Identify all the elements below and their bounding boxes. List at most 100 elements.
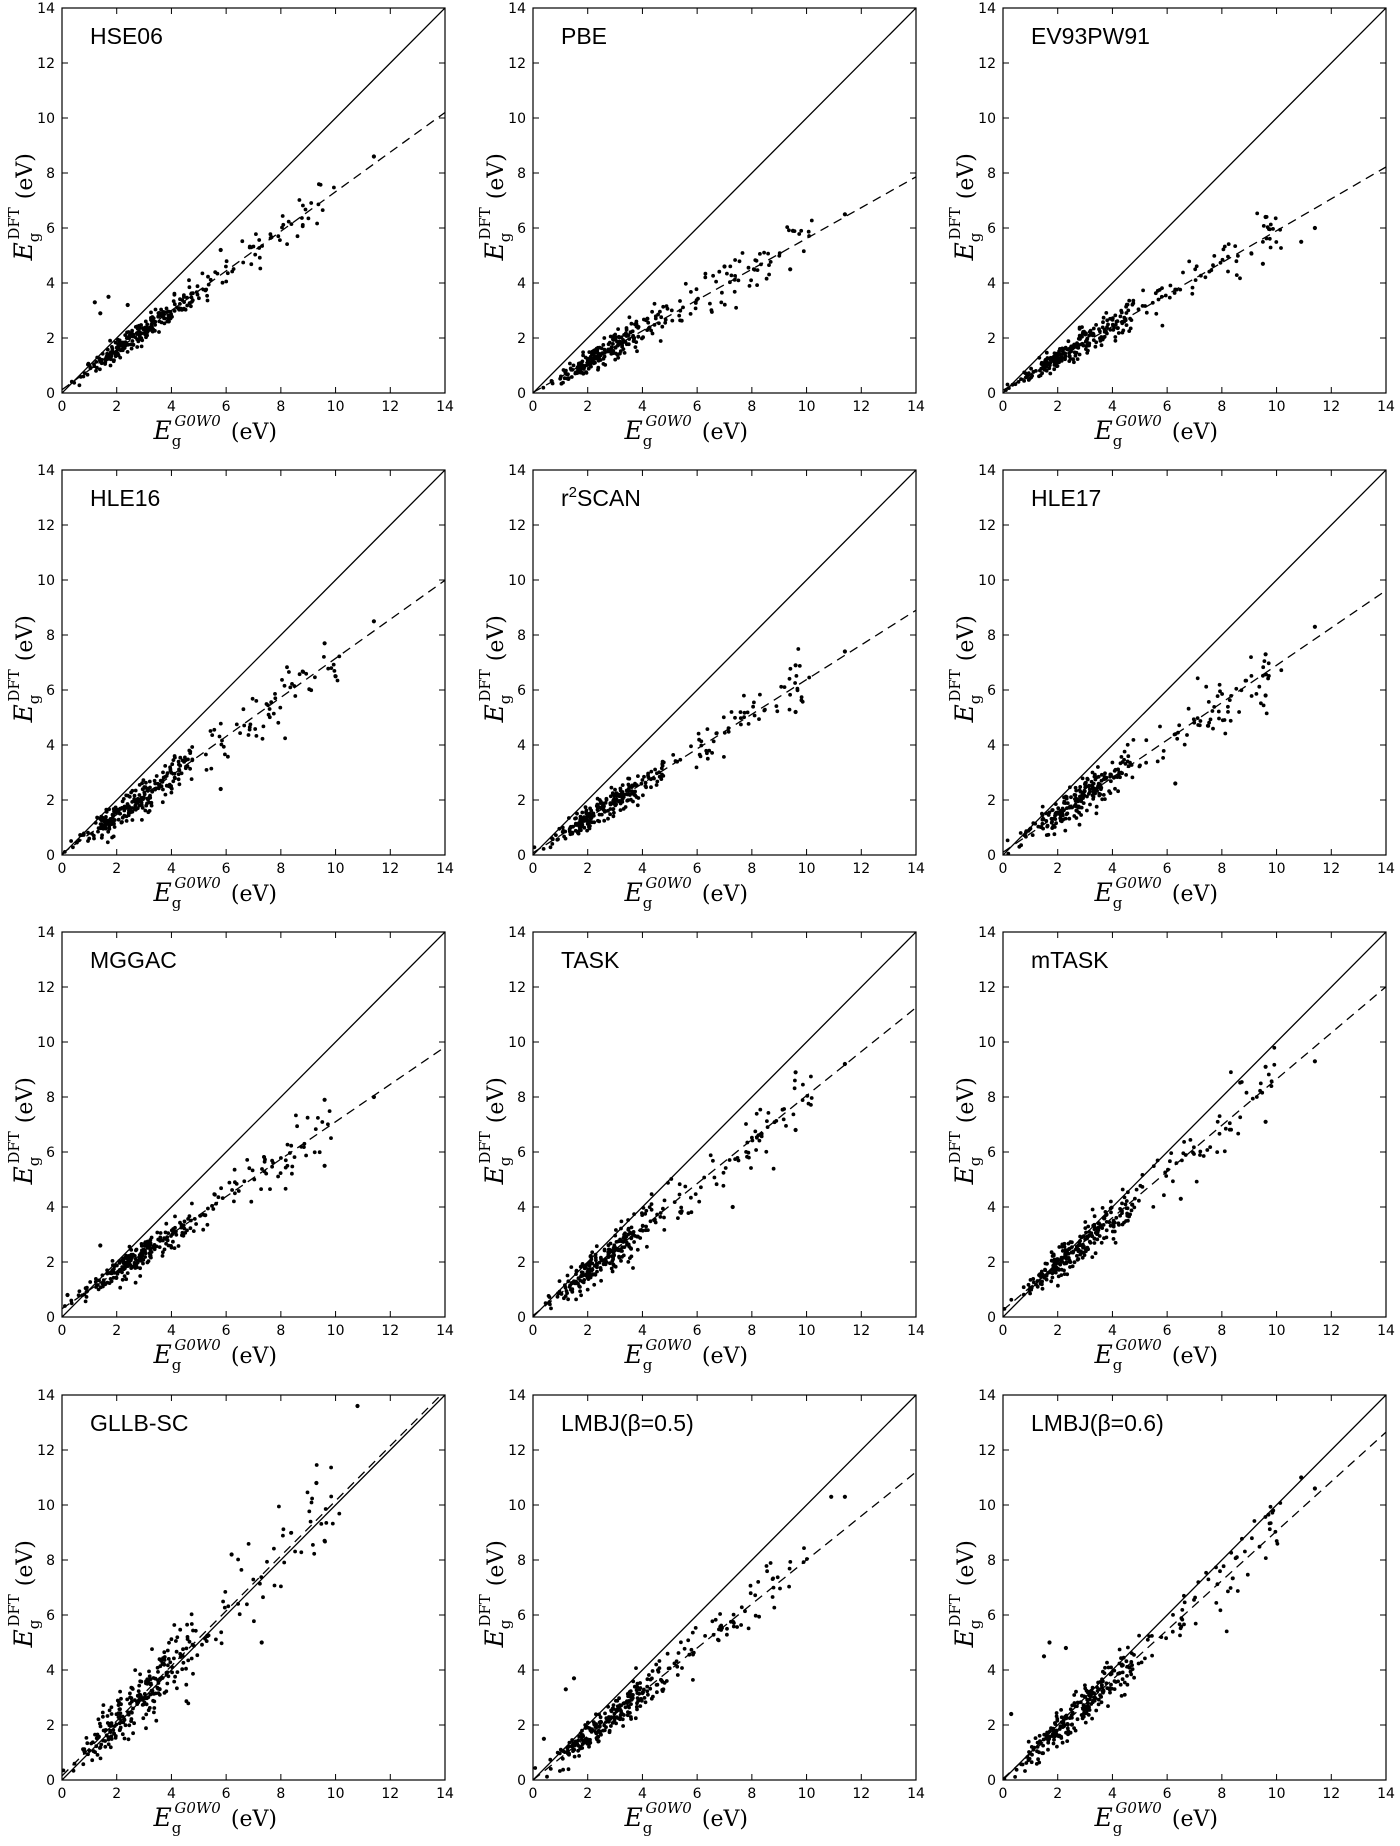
data-point [1205, 723, 1210, 728]
data-point [1124, 323, 1129, 327]
data-point [265, 1559, 269, 1564]
data-point [1199, 273, 1203, 278]
data-point [300, 669, 305, 674]
data-point [139, 1242, 144, 1246]
data-point [1122, 1680, 1127, 1685]
data-point [1029, 375, 1034, 380]
x-axis-label: EgG0W0 (eV) [1094, 874, 1218, 912]
data-point [153, 1691, 158, 1696]
data-point [1060, 1740, 1065, 1745]
data-point [208, 277, 213, 282]
data-point [143, 808, 148, 813]
data-point [641, 335, 645, 340]
data-point [180, 1667, 185, 1672]
data-point [1099, 785, 1104, 790]
data-point [570, 1287, 575, 1292]
data-point [1125, 1211, 1129, 1216]
data-point [109, 1712, 114, 1716]
plot-frame [61, 931, 446, 1318]
data-point [604, 798, 609, 802]
data-point [631, 1679, 636, 1684]
data-point [92, 300, 97, 305]
data-point [629, 1697, 634, 1702]
data-point [583, 1726, 588, 1730]
data-point [687, 1652, 692, 1657]
data-point [309, 1500, 314, 1505]
x-tick-label: 4 [638, 861, 647, 877]
data-point [1212, 705, 1217, 709]
data-point [675, 1673, 680, 1677]
data-point [1064, 1249, 1069, 1254]
data-point [1089, 332, 1094, 337]
fit-line [1003, 1431, 1386, 1780]
data-point [294, 1113, 298, 1118]
data-point [86, 839, 90, 843]
data-point [739, 1623, 743, 1627]
data-point [1168, 1159, 1172, 1164]
data-point [1120, 1201, 1124, 1206]
data-point [1116, 789, 1120, 794]
data-point [1030, 833, 1035, 837]
data-point [594, 1244, 599, 1249]
data-point [148, 1692, 153, 1697]
data-point [626, 776, 630, 781]
data-point [1220, 257, 1225, 262]
data-point [612, 810, 616, 815]
data-point [578, 361, 583, 365]
data-point [134, 1262, 139, 1266]
data-point [83, 1299, 88, 1304]
data-point [1058, 1258, 1063, 1263]
data-point [109, 1734, 114, 1739]
data-point [708, 301, 712, 306]
data-point [563, 1283, 567, 1287]
data-point [126, 1737, 131, 1742]
data-point [1164, 1636, 1168, 1641]
data-point [602, 1723, 607, 1728]
data-point [746, 1626, 751, 1631]
data-point [307, 1509, 312, 1514]
data-point [97, 1278, 101, 1283]
data-point [608, 1717, 613, 1721]
data-point [1009, 1297, 1014, 1302]
data-point [1144, 738, 1149, 743]
data-point [1093, 772, 1097, 777]
y-tick-label: 10 [37, 111, 55, 127]
data-point [259, 1187, 263, 1191]
data-point [1267, 1521, 1272, 1526]
data-point [173, 1214, 177, 1219]
data-point [62, 1768, 66, 1773]
x-tick-label: 8 [747, 1786, 756, 1802]
data-point [190, 299, 194, 304]
data-point [787, 676, 792, 681]
data-point [133, 1257, 138, 1262]
data-point [1104, 1220, 1109, 1224]
data-point [165, 1681, 170, 1686]
data-point [742, 693, 746, 698]
x-tick-label: 2 [583, 861, 592, 877]
data-point [246, 1542, 251, 1546]
data-point [201, 1227, 206, 1232]
data-point [739, 1605, 744, 1610]
data-point [1115, 319, 1120, 324]
data-point [1118, 775, 1122, 780]
data-point [1028, 1291, 1032, 1296]
data-point [1086, 1700, 1090, 1705]
data-point [651, 1694, 655, 1699]
data-point [608, 334, 613, 339]
data-point [1273, 1529, 1278, 1534]
data-point [1144, 760, 1148, 765]
data-point [581, 371, 586, 376]
data-point [713, 1617, 718, 1622]
y-tick-label: 12 [37, 1443, 55, 1459]
x-axis-label: EgG0W0 (eV) [624, 874, 748, 912]
data-point [691, 1678, 695, 1682]
data-point [646, 320, 651, 325]
data-point [1267, 236, 1272, 241]
panel-title: MGGAC [90, 947, 177, 973]
data-point [185, 295, 189, 300]
data-point [793, 663, 798, 668]
data-point [262, 1155, 266, 1159]
data-point [658, 1215, 663, 1219]
y-tick-label: 0 [987, 1773, 996, 1789]
data-point [771, 1166, 776, 1171]
